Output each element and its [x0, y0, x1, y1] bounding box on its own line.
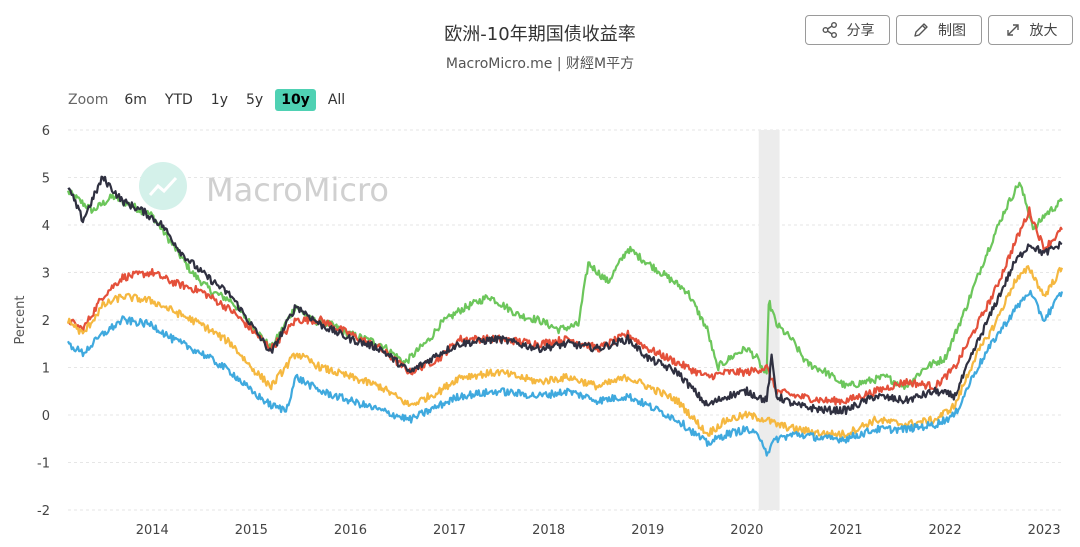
- axis-layer: -2 -1 0 1 2 3 4 5 6 2014 2015 2016 2017 2018 2019 2020 2…: [37, 124, 1061, 538]
- x-tick-label: 2016: [334, 523, 367, 538]
- shaded-recession-band: [758, 130, 780, 510]
- series-layer: [66, 175, 1064, 457]
- watermark-text: MacroMicro: [206, 171, 389, 209]
- y-axis-label: Percent: [13, 296, 28, 345]
- series-line-yellow: [66, 265, 1064, 439]
- y-tick-label: 1: [42, 362, 50, 377]
- chart-subtitle: MacroMicro.me | 财經M平方: [445, 56, 635, 72]
- expand-label: 放大: [1029, 23, 1058, 39]
- x-tick-label: 2014: [136, 523, 169, 538]
- band-layer: [758, 130, 780, 510]
- series-line-red: [67, 206, 1063, 406]
- chart-title: 欧洲-10年期国债收益率: [444, 24, 636, 45]
- zoom-5y-button[interactable]: 5y: [246, 92, 264, 108]
- x-tick-label: 2017: [433, 523, 466, 538]
- watermark-logo-icon: [148, 176, 178, 196]
- x-tick-label: 2018: [532, 523, 565, 538]
- share-label: 分享: [846, 23, 875, 39]
- zoom-all-button[interactable]: All: [327, 92, 346, 108]
- share-button[interactable]: 分享: [805, 15, 890, 45]
- y-tick-label: -1: [37, 457, 50, 472]
- x-tick-label: 2020: [730, 523, 763, 538]
- zoom-6m-button[interactable]: 6m: [124, 92, 147, 108]
- y-tick-label: 4: [42, 219, 50, 234]
- zoom-1y-button[interactable]: 1y: [210, 92, 228, 108]
- y-tick-label: 5: [42, 172, 50, 187]
- zoom-label: Zoom: [68, 92, 109, 108]
- share-icon: [822, 22, 837, 38]
- y-tick-label: 0: [42, 409, 50, 424]
- x-tick-label: 2015: [235, 523, 268, 538]
- draw-button[interactable]: 制图: [896, 15, 982, 45]
- series-line-green: [66, 181, 1063, 390]
- series-line-black: [67, 175, 1063, 416]
- expand-icon: [1006, 24, 1019, 36]
- y-tick-label: -2: [37, 504, 50, 519]
- y-tick-label: 6: [42, 124, 50, 139]
- zoom-selector: Zoom 6m YTD 1y 5y 10y All: [68, 89, 357, 111]
- draw-label: 制图: [938, 23, 966, 39]
- zoom-10y-button[interactable]: 10y: [275, 89, 316, 111]
- x-tick-label: 2021: [829, 523, 862, 538]
- pencil-icon: [914, 23, 928, 37]
- y-tick-label: 2: [42, 314, 50, 329]
- y-tick-label: 3: [42, 267, 50, 282]
- expand-button[interactable]: 放大: [988, 15, 1073, 45]
- grid-layer: [68, 129, 1062, 511]
- x-tick-label: 2019: [631, 523, 664, 538]
- watermark: MacroMicro: [139, 162, 389, 210]
- x-tick-label: 2023: [1028, 523, 1061, 538]
- series-line-blue: [67, 289, 1064, 457]
- x-tick-label: 2022: [929, 523, 962, 538]
- zoom-ytd-button[interactable]: YTD: [164, 92, 193, 108]
